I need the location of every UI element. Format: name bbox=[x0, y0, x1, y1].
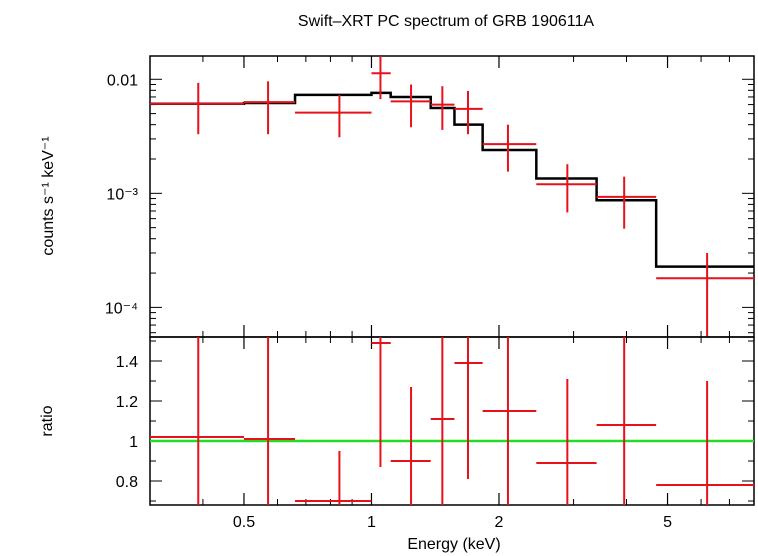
ratio-panel: ratio Energy (keV) 0.5 1 2 5 0.8 1 1.2 1.4 bbox=[39, 336, 755, 553]
ratio-panel-frame bbox=[149, 336, 755, 506]
model-step-line bbox=[150, 91, 754, 268]
ratio-y-tick-label: 1.4 bbox=[116, 354, 138, 371]
spectrum-y-axis-label: counts s⁻¹ keV⁻¹ bbox=[40, 136, 57, 255]
x-tick-label: 1 bbox=[367, 514, 376, 531]
ratio-y-tick-label: 1 bbox=[129, 434, 138, 451]
x-tick-label: 5 bbox=[663, 514, 672, 531]
spectrum-panel-frame bbox=[149, 55, 755, 338]
x-tick-label: 2 bbox=[495, 514, 504, 531]
ratio-y-tick-label: 1.2 bbox=[116, 394, 138, 411]
spectrum-y-tick-label: 0.01 bbox=[107, 72, 138, 89]
ratio-y-tick-label: 0.8 bbox=[116, 474, 138, 491]
x-axis-label: Energy (keV) bbox=[407, 536, 500, 553]
x-tick-label: 0.5 bbox=[233, 514, 255, 531]
spectrum-panel: counts s⁻¹ keV⁻¹ 0.01 10⁻³ 10⁻⁴ bbox=[40, 55, 755, 338]
spectrum-y-tick-label: 10⁻³ bbox=[106, 186, 138, 203]
ratio-y-axis-label: ratio bbox=[39, 405, 56, 436]
spectrum-y-tick-label: 10⁻⁴ bbox=[105, 300, 138, 317]
chart-title: Swift–XRT PC spectrum of GRB 190611A bbox=[298, 13, 594, 30]
